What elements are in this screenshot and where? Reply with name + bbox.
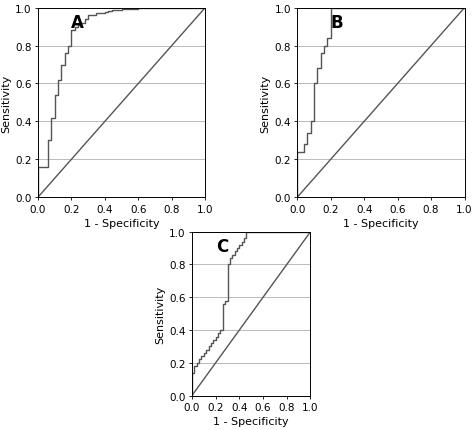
Text: C: C xyxy=(216,237,228,255)
X-axis label: 1 - Specificity: 1 - Specificity xyxy=(213,416,289,426)
Y-axis label: Sensitivity: Sensitivity xyxy=(1,74,11,132)
X-axis label: 1 - Specificity: 1 - Specificity xyxy=(343,218,419,228)
Text: B: B xyxy=(331,14,343,32)
Text: A: A xyxy=(72,14,84,32)
Y-axis label: Sensitivity: Sensitivity xyxy=(155,285,165,343)
X-axis label: 1 - Specificity: 1 - Specificity xyxy=(84,218,159,228)
Y-axis label: Sensitivity: Sensitivity xyxy=(260,74,270,132)
